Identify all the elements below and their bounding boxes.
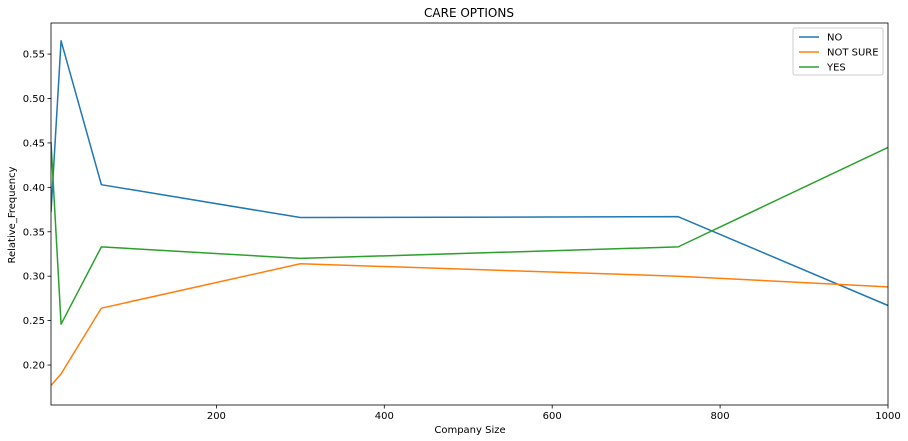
y-tick-label: 0.20 xyxy=(23,361,45,372)
y-tick-label: 0.30 xyxy=(23,272,45,283)
x-axis-label: Company Size xyxy=(434,425,505,436)
plot-area xyxy=(50,22,889,406)
y-tick-label: 0.25 xyxy=(23,316,45,327)
y-axis: 0.20 0.25 0.30 0.35 0.40 0.45 0.50 0.55 xyxy=(23,50,51,372)
y-axis-label: Relative_Frequency xyxy=(7,166,18,263)
x-tick-label: 1000 xyxy=(875,411,900,422)
y-tick-label: 0.50 xyxy=(23,94,45,105)
plot-frame xyxy=(50,22,889,406)
y-tick-label: 0.55 xyxy=(23,50,45,61)
series-line-0 xyxy=(51,40,888,307)
legend-entry: NO xyxy=(827,33,842,44)
legend-entry: NOT SURE xyxy=(827,48,879,59)
legend-entry: YES xyxy=(826,63,846,74)
x-tick-label: 400 xyxy=(375,411,394,422)
chart-title: CARE OPTIONS xyxy=(424,6,514,20)
y-tick-label: 0.40 xyxy=(23,183,45,194)
y-tick-label: 0.35 xyxy=(23,227,45,238)
legend: NO NOT SURE YES xyxy=(792,27,884,76)
x-tick-label: 800 xyxy=(711,411,730,422)
series-line-1 xyxy=(51,263,888,386)
x-tick-label: 600 xyxy=(543,411,562,422)
x-tick-label: 200 xyxy=(207,411,226,422)
series-line-2 xyxy=(51,141,888,325)
y-tick-label: 0.45 xyxy=(23,138,45,149)
legend-box xyxy=(792,27,884,76)
x-axis: 200 400 600 800 1000 xyxy=(207,405,901,422)
